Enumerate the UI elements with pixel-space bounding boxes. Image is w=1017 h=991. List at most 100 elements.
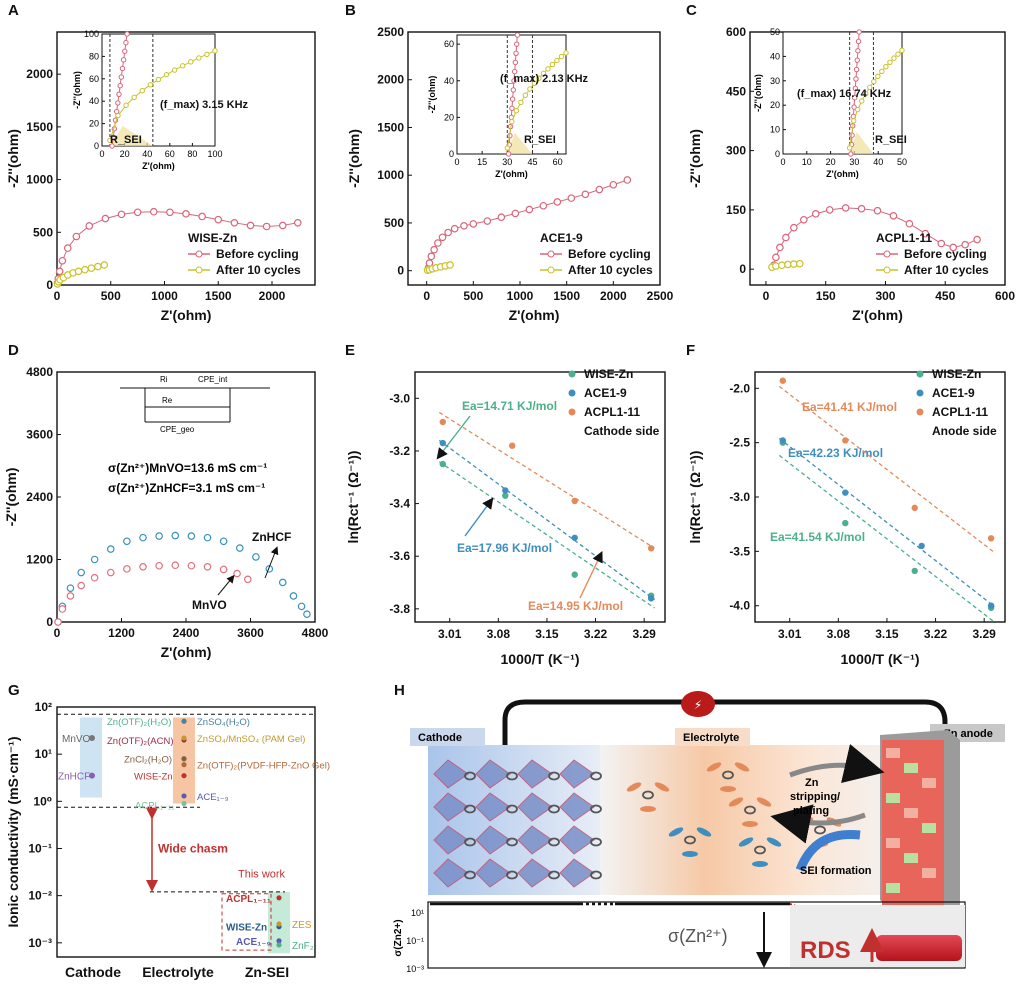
zn-ion: [506, 771, 518, 781]
plug-glyph: ⚡: [694, 698, 702, 712]
inset-point: [511, 78, 517, 84]
inset-x-tick-label: 20: [826, 157, 836, 167]
inset-point: [851, 94, 858, 101]
x-axis-label: Z'(ohm): [161, 307, 212, 323]
lattice-octahedron: [433, 825, 469, 855]
inset-point: [531, 80, 538, 87]
y-tick-label: -2.0: [729, 381, 750, 395]
solvent-molecule: [720, 786, 736, 792]
inset-point: [518, 99, 524, 106]
x-tick-label: 0: [763, 289, 770, 303]
series-label-znhcf: ZnHCF: [252, 530, 291, 544]
data-point: [469, 220, 478, 228]
panel-g-conductivity: G 10⁻³ 10⁻² 10⁻¹ 10⁰ 10¹ 10² Ionic conductivity…: [5, 682, 330, 980]
legend-label: After 10 cycles: [568, 263, 653, 277]
y-tick-label: 0: [46, 278, 53, 292]
data-point: [276, 942, 282, 948]
data-point: [181, 718, 187, 724]
legend-title: WISE-Zn: [188, 231, 237, 245]
sei-grain: [904, 808, 918, 818]
data-point: [181, 800, 187, 807]
inset-point: [115, 100, 121, 106]
data-point: [427, 252, 436, 261]
legend-label: Before cycling: [568, 247, 651, 261]
inset-point: [509, 105, 515, 111]
conductivity-text: σ(Zn²⁺)MnVO=13.6 mS cm⁻¹: [108, 461, 267, 475]
x-tick-label: 3.15: [875, 627, 899, 641]
data-point: [85, 222, 94, 230]
x-axis-label: 1000/T (K⁻¹): [841, 651, 920, 667]
x-tick-label: 450: [935, 289, 955, 303]
x-axis-label: Z'(ohm): [161, 644, 212, 660]
data-point: [106, 568, 115, 577]
data-point: [439, 439, 446, 447]
inset-point: [859, 98, 865, 104]
panel-a-nyquist: A0 500 1000 1500 20000500100015002000Z'(ohm)…: [5, 2, 316, 323]
solvent-molecule: [742, 821, 758, 827]
data-point: [571, 497, 578, 505]
x-axis-label: Z'(ohm): [509, 307, 560, 323]
inset-y-tick-label: 20: [444, 112, 454, 122]
arrow: [217, 574, 235, 596]
data-point: [772, 253, 780, 262]
legend-label: Before cycling: [216, 247, 299, 261]
inset-point: [155, 76, 162, 83]
inset-point: [853, 66, 860, 73]
zn-ion: [464, 771, 476, 781]
inset-y-tick-label: 0: [449, 149, 454, 159]
solvent-molecule: [682, 851, 698, 857]
y-axis-label: -Z''(ohm): [687, 129, 703, 188]
inset-point: [115, 112, 121, 119]
data-point: [790, 223, 798, 232]
electrolyte-label: Electrolyte: [683, 732, 739, 744]
data-point: [66, 584, 75, 592]
data-point: [214, 215, 223, 224]
x-tick-label: 150: [816, 289, 836, 303]
inset-frame: [101, 33, 216, 147]
data-point: [303, 610, 311, 618]
y-tick-label: 500: [384, 216, 404, 230]
inset-point: [871, 78, 877, 85]
electrolyte-point-label: Zn(OTF)₂(ACN): [107, 736, 173, 747]
y-tick-label: 10⁻²: [28, 889, 52, 903]
sei-semicircle-fill: [109, 125, 153, 146]
inset-point: [852, 85, 859, 92]
legend-label: After 10 cycles: [904, 263, 989, 277]
inset-y-tick-label: 50: [770, 27, 780, 37]
fit-line: [778, 437, 995, 608]
y-tick-label: -3.2: [389, 444, 410, 458]
data-point: [187, 561, 196, 570]
inset-y-tick-label: 20: [89, 119, 99, 129]
inset-point: [554, 57, 560, 64]
data-point: [94, 262, 102, 271]
y-tick-label: 1000: [26, 173, 53, 187]
data-point: [511, 209, 520, 218]
data-point: [841, 204, 850, 212]
category-label: Zn-SEI: [245, 964, 289, 980]
sei-formation-arrow: [795, 829, 861, 872]
legend-title: ACE1-9: [540, 231, 583, 245]
inset-point: [879, 68, 885, 75]
inset-x-tick-label: 15: [477, 157, 487, 167]
electrolyte-point-label: ZnSO₄(H₂O): [197, 717, 250, 728]
data-point: [502, 487, 509, 494]
sei-grain: [886, 838, 900, 848]
panel-letter: D: [8, 342, 19, 359]
x-tick-label: 0: [54, 626, 61, 640]
inset-y-label: -Z''(ohm): [427, 76, 437, 114]
x-tick-label: 3.22: [584, 627, 608, 641]
data-point: [647, 545, 655, 552]
inset-point: [549, 61, 556, 68]
electrolyte-point-label: ZnSO₄/MnSO₄ (PAM Gel): [197, 734, 305, 745]
inset-point: [899, 47, 905, 53]
data-point: [289, 592, 298, 600]
x-tick-label: 2000: [600, 289, 627, 303]
inset-x-tick-label: 30: [849, 157, 859, 167]
data-point: [139, 533, 147, 542]
plot-frame: [414, 371, 666, 623]
fit-line: [778, 385, 995, 554]
panel-letter: B: [345, 2, 356, 19]
inset-point: [513, 41, 520, 47]
data-point: [509, 442, 516, 449]
data-point: [171, 561, 180, 570]
